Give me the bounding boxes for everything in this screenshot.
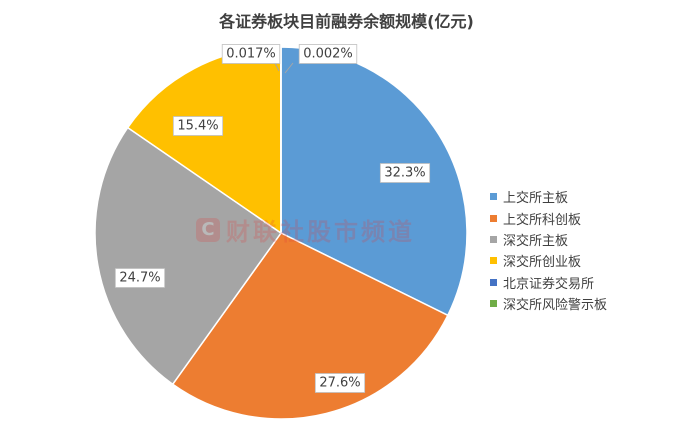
legend-item: 深交所主板 — [490, 229, 607, 250]
data-label: 0.017% — [221, 44, 281, 64]
svg-text:32.3%: 32.3% — [384, 166, 425, 181]
legend-item: 北京证券交易所 — [490, 272, 607, 293]
legend-label: 上交所主板 — [503, 191, 569, 207]
svg-text:27.6%: 27.6% — [319, 376, 360, 391]
legend-swatch — [490, 235, 497, 243]
svg-text:15.4%: 15.4% — [177, 119, 218, 134]
data-label: 0.002% — [298, 44, 358, 64]
legend-item: 深交所创业板 — [490, 250, 607, 271]
legend-label: 北京证券交易所 — [503, 276, 595, 292]
legend-swatch — [490, 278, 497, 286]
svg-text:0.002%: 0.002% — [303, 47, 353, 62]
data-label: 15.4% — [172, 116, 224, 136]
legend-label: 深交所风险警示板 — [503, 298, 608, 314]
leader-line — [274, 62, 280, 72]
legend-swatch — [490, 257, 497, 265]
legend-item: 深交所风险警示板 — [490, 293, 607, 314]
data-label: 32.3% — [379, 163, 431, 183]
legend-swatch — [490, 214, 497, 222]
pie-slices — [94, 46, 468, 420]
legend: 上交所主板上交所科创板 深交所主板深交所创业板 北京证券交易所 深交所风险警示板 — [490, 186, 607, 314]
legend-label: 深交所主板 — [503, 233, 569, 249]
legend-swatch — [490, 193, 497, 201]
data-label: 24.7% — [114, 268, 166, 288]
legend-label: 深交所创业板 — [503, 255, 582, 271]
legend-item: 上交所主板 — [490, 186, 607, 207]
legend-swatch — [490, 300, 497, 308]
leader-line — [284, 62, 294, 74]
data-label: 27.6% — [314, 373, 366, 393]
legend-label: 上交所科创板 — [503, 212, 582, 228]
svg-text:0.017%: 0.017% — [226, 47, 276, 62]
chart-title: 各证券板块目前融券余额规模(亿元) — [219, 12, 474, 31]
legend-item: 上交所科创板 — [490, 207, 607, 228]
svg-text:24.7%: 24.7% — [119, 271, 160, 286]
pie-slice — [94, 126, 283, 386]
pie-slice — [171, 232, 449, 420]
